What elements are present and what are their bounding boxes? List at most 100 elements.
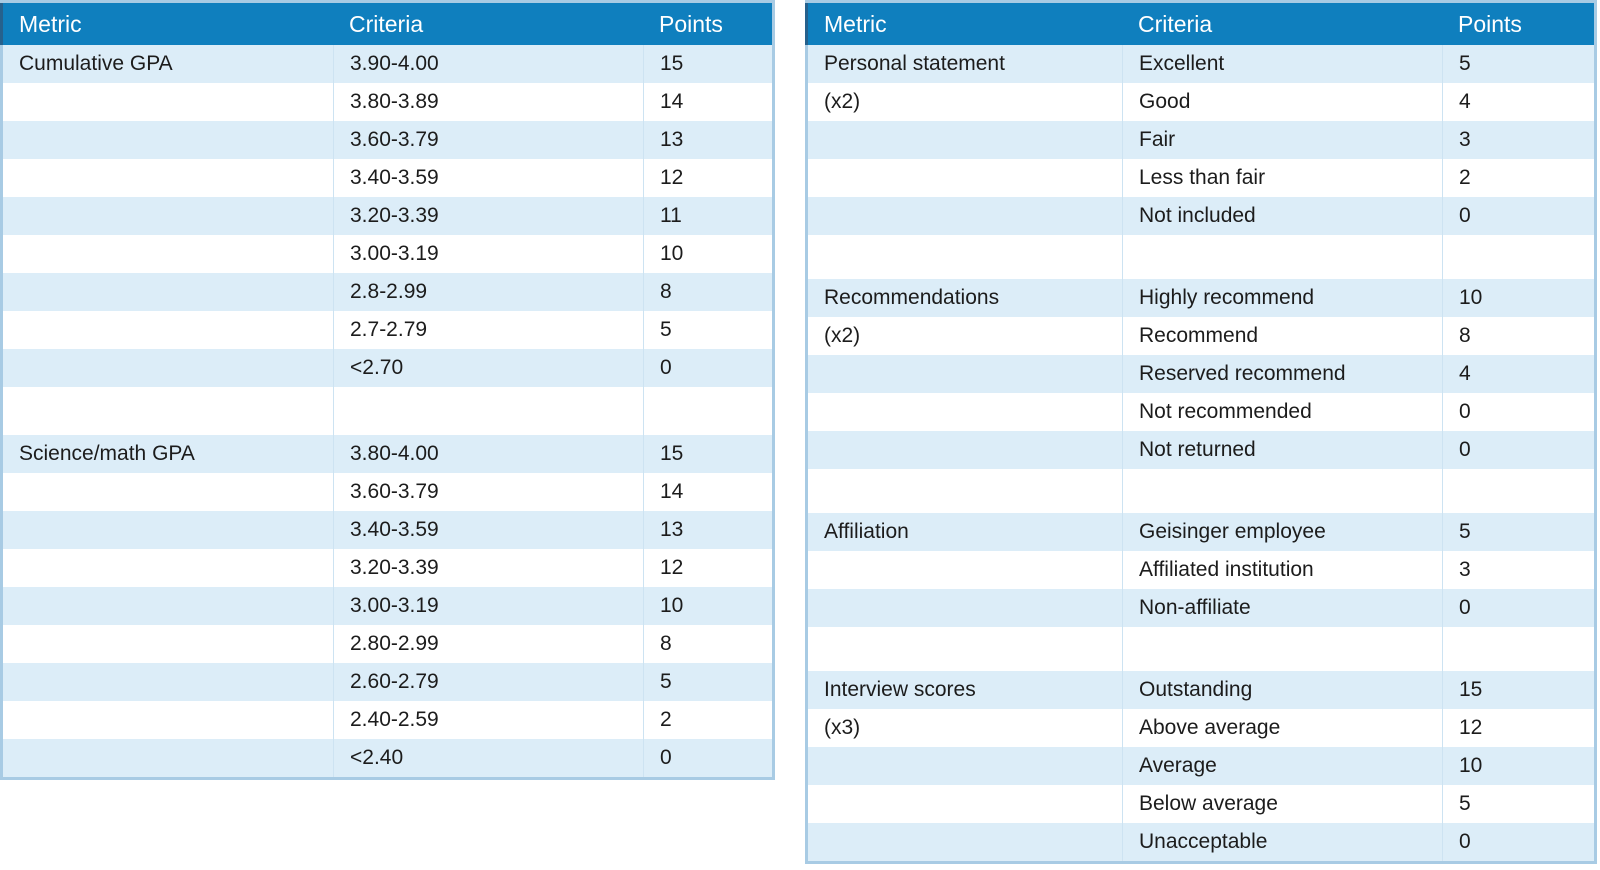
points-cell: 2 (1442, 159, 1594, 197)
gpa-table-header: Metric Criteria Points (3, 3, 772, 45)
criteria-cell: 3.20-3.39 (333, 197, 643, 235)
points-cell: 10 (643, 235, 772, 273)
table-row: 2.60-2.79 5 (3, 663, 772, 701)
metric-cell (808, 121, 1122, 159)
metric-cell: Interview scores (808, 671, 1122, 709)
criteria-cell: 3.00-3.19 (333, 235, 643, 273)
metric-cell: (x3) (808, 709, 1122, 747)
metric-cell: Science/math GPA (3, 435, 333, 473)
gpa-scoring-table: Metric Criteria Points Cumulative GPA 3.9… (0, 0, 775, 780)
points-cell: 3 (1442, 551, 1594, 589)
metric-cell (3, 159, 333, 197)
metric-cell: Recommendations (808, 279, 1122, 317)
criteria-cell: Not returned (1122, 431, 1442, 469)
criteria-cell: 2.80-2.99 (333, 625, 643, 663)
table-row: (x3) Above average 12 (808, 709, 1594, 747)
criteria-cell: Excellent (1122, 45, 1442, 83)
metric-cell (3, 349, 333, 387)
points-cell: 0 (1442, 589, 1594, 627)
metric-cell (3, 549, 333, 587)
points-cell: 0 (1442, 431, 1594, 469)
application-table-header: Metric Criteria Points (808, 3, 1594, 45)
points-cell: 3 (1442, 121, 1594, 159)
metric-column-header: Metric (3, 3, 333, 45)
criteria-cell: Below average (1122, 785, 1442, 823)
points-cell: 11 (643, 197, 772, 235)
criteria-cell (1122, 627, 1442, 671)
criteria-cell: 3.40-3.59 (333, 159, 643, 197)
metric-cell (3, 739, 333, 777)
criteria-cell: Affiliated institution (1122, 551, 1442, 589)
criteria-cell: 2.40-2.59 (333, 701, 643, 739)
metric-cell (808, 627, 1122, 671)
criteria-cell (333, 387, 643, 435)
criteria-cell: 3.80-4.00 (333, 435, 643, 473)
criteria-cell: Unacceptable (1122, 823, 1442, 861)
table-row: 3.80-3.89 14 (3, 83, 772, 121)
criteria-cell (1122, 469, 1442, 513)
criteria-cell: 3.90-4.00 (333, 45, 643, 83)
metric-cell (3, 311, 333, 349)
spacer-row (808, 469, 1594, 513)
points-column-header: Points (643, 3, 772, 45)
points-cell: 15 (1442, 671, 1594, 709)
points-cell: 15 (643, 45, 772, 83)
points-cell: 14 (643, 473, 772, 511)
points-cell: 13 (643, 511, 772, 549)
points-cell: 5 (1442, 785, 1594, 823)
criteria-cell: 3.40-3.59 (333, 511, 643, 549)
metric-cell (3, 83, 333, 121)
points-cell (1442, 235, 1594, 279)
spacer-row (3, 387, 772, 435)
criteria-cell: Fair (1122, 121, 1442, 159)
points-cell: 12 (643, 549, 772, 587)
criteria-cell: 3.20-3.39 (333, 549, 643, 587)
criteria-column-header: Criteria (333, 3, 643, 45)
table-row: Unacceptable 0 (808, 823, 1594, 861)
criteria-cell: Outstanding (1122, 671, 1442, 709)
table-row: Cumulative GPA 3.90-4.00 15 (3, 45, 772, 83)
metric-cell: Cumulative GPA (3, 45, 333, 83)
metric-cell (3, 387, 333, 435)
spacer-row (808, 627, 1594, 671)
criteria-cell: 2.60-2.79 (333, 663, 643, 701)
points-cell: 8 (643, 625, 772, 663)
table-row: Less than fair 2 (808, 159, 1594, 197)
criteria-column-header: Criteria (1122, 3, 1442, 45)
points-cell (1442, 469, 1594, 513)
points-cell (1442, 627, 1594, 671)
criteria-cell: 2.7-2.79 (333, 311, 643, 349)
criteria-cell: Geisinger employee (1122, 513, 1442, 551)
table-row: 3.20-3.39 11 (3, 197, 772, 235)
points-cell: 0 (643, 739, 772, 777)
criteria-cell: <2.70 (333, 349, 643, 387)
metric-cell (808, 393, 1122, 431)
metric-cell (808, 551, 1122, 589)
criteria-cell: 3.80-3.89 (333, 83, 643, 121)
points-cell: 5 (643, 663, 772, 701)
table-row: Recommendations Highly recommend 10 (808, 279, 1594, 317)
table-row: <2.70 0 (3, 349, 772, 387)
table-row: Science/math GPA 3.80-4.00 15 (3, 435, 772, 473)
criteria-cell: Not included (1122, 197, 1442, 235)
application-table-body: Personal statement Excellent 5 (x2) Good 4 Fai… (808, 45, 1594, 861)
metric-cell (808, 469, 1122, 513)
points-cell (643, 387, 772, 435)
table-row: Reserved recommend 4 (808, 355, 1594, 393)
metric-cell (3, 197, 333, 235)
metric-cell: (x2) (808, 83, 1122, 121)
metric-cell: Affiliation (808, 513, 1122, 551)
points-cell: 4 (1442, 355, 1594, 393)
points-cell: 2 (643, 701, 772, 739)
metric-cell (3, 625, 333, 663)
metric-cell (3, 273, 333, 311)
table-row: 3.00-3.19 10 (3, 235, 772, 273)
criteria-cell: Average (1122, 747, 1442, 785)
points-cell: 10 (643, 587, 772, 625)
criteria-cell: Good (1122, 83, 1442, 121)
metric-cell (3, 121, 333, 159)
criteria-cell: <2.40 (333, 739, 643, 777)
points-cell: 12 (1442, 709, 1594, 747)
table-row: 3.00-3.19 10 (3, 587, 772, 625)
table-row: Below average 5 (808, 785, 1594, 823)
